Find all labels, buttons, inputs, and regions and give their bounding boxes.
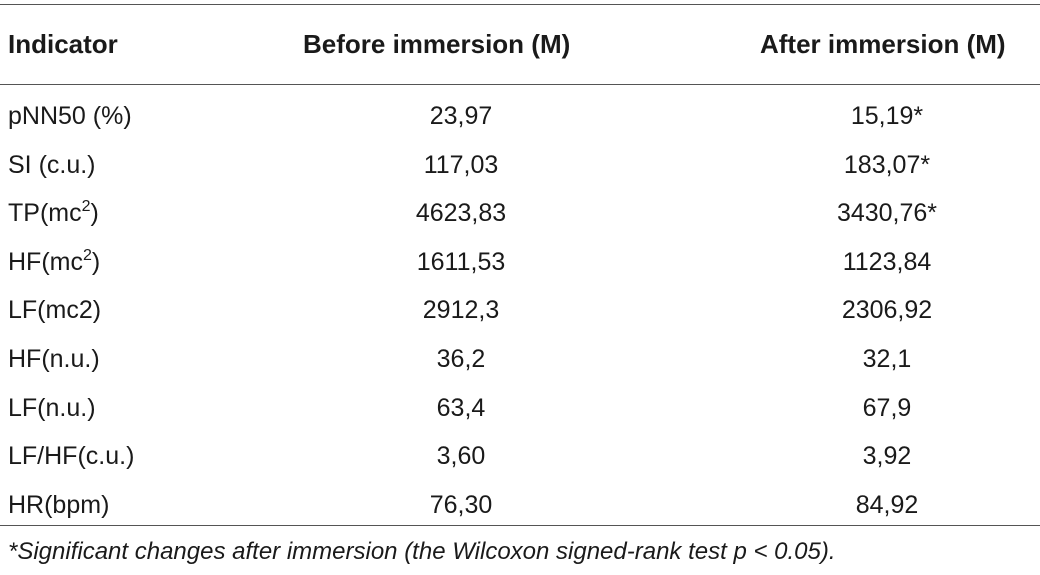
cell-after-value: 32,1	[862, 344, 912, 373]
header-after-immersion: After immersion (M)	[760, 29, 1006, 59]
cell-after-value: 84,92	[855, 490, 919, 519]
cell-after-value: 2306,92	[841, 296, 933, 325]
cell-indicator: SI (c.u.)	[8, 141, 96, 190]
indicator-superscript: 2	[81, 198, 91, 216]
table-bottom-rule	[0, 525, 1040, 526]
table-row: HF(mc2) 1611,53 1123,84	[0, 238, 1040, 287]
indicator-text: HR(bpm)	[8, 490, 110, 519]
table-row: pNN50 (%) 23,97 15,19*	[0, 92, 1040, 141]
table-row: HR(bpm) 76,30 84,92	[0, 481, 1040, 530]
cell-indicator: HR(bpm)	[8, 481, 109, 530]
indicator-text: pNN50 (%)	[8, 102, 132, 130]
table-header-rule	[0, 84, 1040, 85]
header-before-immersion: Before immersion (M)	[303, 29, 571, 59]
cell-before-value: 2912,3	[422, 296, 500, 325]
indicator-text: HF(n.u.)	[8, 344, 100, 373]
table-body: pNN50 (%) 23,97 15,19* SI (c.u.) 117,03 183,0…	[0, 92, 1040, 529]
cell-indicator: LF(n.u.)	[8, 384, 96, 433]
cell-before-value: 3,60	[436, 442, 486, 471]
indicator-suffix: )	[90, 199, 99, 228]
cell-indicator: LF(mc2)	[8, 286, 101, 335]
cell-after-value: 67,9	[862, 393, 912, 422]
cell-after-value: 3430,76*	[836, 199, 938, 228]
cell-before-value: 117,03	[423, 150, 499, 179]
table-row: SI (c.u.) 117,03 183,07*	[0, 141, 1040, 190]
cell-indicator: HF(mc2)	[8, 238, 100, 287]
table-top-rule	[0, 4, 1040, 5]
table-footnote: *Significant changes after immersion (th…	[8, 538, 836, 565]
table-row: TP(mc2) 4623,83 3430,76*	[0, 189, 1040, 238]
indicator-text: HF(mc	[8, 247, 83, 276]
indicator-text: LF(n.u.)	[8, 393, 96, 422]
cell-before-value: 23,97	[429, 102, 493, 130]
cell-before-value: 1611,53	[416, 247, 506, 276]
indicator-text: LF/HF(c.u.)	[8, 442, 135, 471]
cell-after-value: 3,92	[862, 442, 912, 471]
cell-before-value: 36,2	[436, 344, 486, 373]
table-row: LF(n.u.) 63,4 67,9	[0, 384, 1040, 433]
cell-indicator: TP(mc2)	[8, 189, 99, 238]
indicator-text: SI (c.u.)	[8, 150, 96, 179]
cell-after-value: 183,07*	[843, 150, 931, 179]
table-row: LF(mc2) 2912,3 2306,92	[0, 286, 1040, 335]
cell-after-value: 1123,84	[842, 247, 932, 276]
table-row: HF(n.u.) 36,2 32,1	[0, 335, 1040, 384]
indicator-superscript: 2	[82, 246, 92, 264]
cell-indicator: LF/HF(c.u.)	[8, 432, 134, 481]
cell-before-value: 63,4	[436, 393, 486, 422]
table-row: LF/HF(c.u.) 3,60 3,92	[0, 432, 1040, 481]
cell-before-value: 4623,83	[415, 199, 507, 228]
cell-after-value: 15,19*	[850, 102, 924, 130]
indicator-text: TP(mc	[8, 199, 82, 228]
cell-before-value: 76,30	[429, 490, 493, 519]
cell-indicator: HF(n.u.)	[8, 335, 100, 384]
cell-indicator: pNN50 (%)	[8, 92, 132, 141]
indicator-suffix: )	[91, 247, 101, 276]
indicator-text: LF(mc2)	[8, 296, 102, 325]
header-indicator: Indicator	[8, 29, 118, 59]
